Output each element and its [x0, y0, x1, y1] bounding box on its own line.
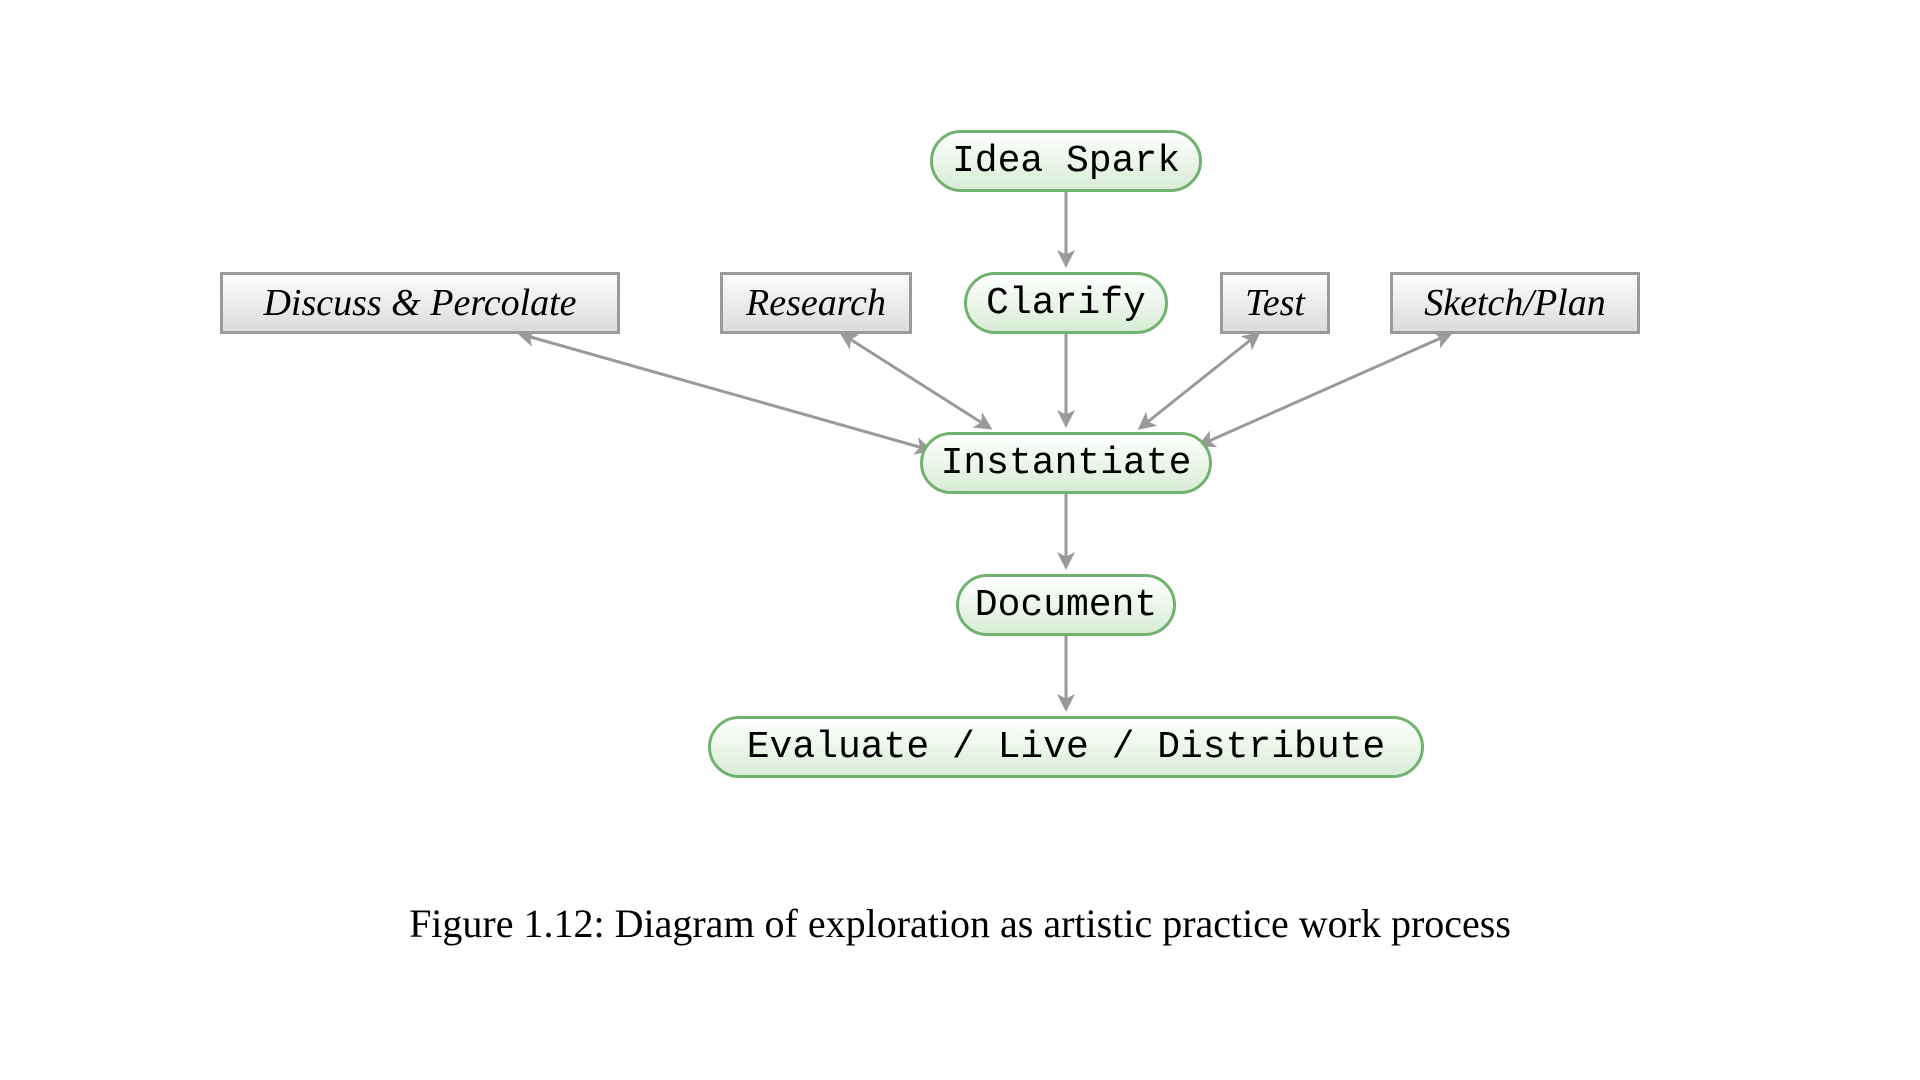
figure-caption: Figure 1.12: Diagram of exploration as a…: [190, 900, 1730, 947]
node-research: Research: [720, 272, 912, 334]
edge-test-instantiate: [1140, 334, 1258, 428]
edge-discuss-instantiate: [520, 334, 930, 450]
node-label-research: Research: [746, 281, 886, 325]
node-test: Test: [1220, 272, 1330, 334]
node-label-discuss: Discuss & Percolate: [263, 281, 576, 325]
edge-research-instantiate: [842, 334, 990, 428]
node-label-document: Document: [975, 584, 1157, 627]
node-label-sketch: Sketch/Plan: [1424, 281, 1605, 325]
node-discuss: Discuss & Percolate: [220, 272, 620, 334]
edge-sketch-instantiate: [1200, 334, 1450, 445]
node-label-clarify: Clarify: [986, 282, 1146, 325]
node-instantiate: Instantiate: [920, 432, 1212, 494]
node-sketch: Sketch/Plan: [1390, 272, 1640, 334]
node-idea-spark: Idea Spark: [930, 130, 1202, 192]
node-clarify: Clarify: [964, 272, 1168, 334]
node-document: Document: [956, 574, 1176, 636]
node-evaluate: Evaluate / Live / Distribute: [708, 716, 1424, 778]
node-label-instantiate: Instantiate: [941, 442, 1192, 485]
flowchart-diagram: Idea Spark Clarify Discuss & Percolate Rese…: [190, 110, 1730, 970]
edge-layer: [190, 110, 1730, 970]
node-label-idea-spark: Idea Spark: [952, 140, 1180, 183]
node-label-test: Test: [1245, 281, 1305, 325]
node-label-evaluate: Evaluate / Live / Distribute: [747, 726, 1386, 769]
